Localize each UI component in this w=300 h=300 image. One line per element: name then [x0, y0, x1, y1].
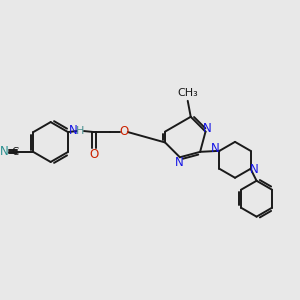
- Text: N: N: [203, 122, 212, 135]
- Text: N: N: [0, 145, 9, 158]
- Text: CH₃: CH₃: [177, 88, 198, 98]
- Text: N: N: [211, 142, 220, 155]
- Text: O: O: [119, 124, 128, 138]
- Text: N: N: [175, 156, 183, 169]
- Text: C: C: [12, 147, 19, 157]
- Text: H: H: [76, 126, 84, 136]
- Text: N: N: [68, 124, 77, 136]
- Text: O: O: [89, 148, 98, 161]
- Text: N: N: [250, 163, 259, 176]
